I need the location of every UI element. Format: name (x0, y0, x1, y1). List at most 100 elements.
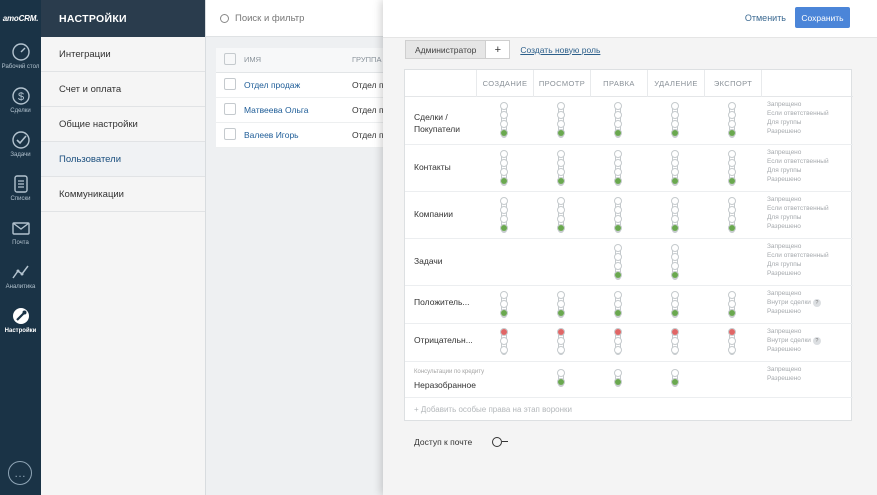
user-rights-panel: Отменить Сохранить Администратор + Созда… (383, 0, 877, 495)
legend-item: Запрещено (767, 149, 802, 156)
nav-item-deals[interactable]: $ Сделки (0, 81, 41, 125)
table-header: ИМЯ ГРУППА (216, 48, 406, 73)
row-checkbox[interactable] (224, 77, 236, 90)
nav-item-label: Сделки (10, 108, 31, 114)
nav-item-label: Списки (10, 196, 31, 202)
permission-slider[interactable] (557, 150, 565, 188)
nav-item-label: Рабочий стол (1, 64, 40, 70)
permission-slider[interactable] (671, 244, 679, 282)
user-name[interactable]: Валеев Игорь (242, 122, 350, 148)
nav-item-lists[interactable]: Списки (0, 169, 41, 213)
permission-slider[interactable] (500, 197, 508, 235)
permission-slider[interactable] (500, 328, 508, 357)
legend-item: Разрешено (767, 128, 801, 135)
permission-slider[interactable] (500, 291, 508, 320)
rights-matrix: СОЗДАНИЕ ПРОСМОТР ПРАВКА УДАЛЕНИЕ ЭКСПОР… (404, 69, 853, 421)
settings-menu: НАСТРОЙКИ Интеграции Счет и оплата Общие… (41, 0, 206, 495)
cancel-button[interactable]: Отменить (744, 13, 786, 23)
table-row[interactable]: Матвеева Ольга Отдел п (216, 97, 406, 123)
legend-item: Запрещено (767, 196, 802, 203)
legend-item: Для группы (767, 119, 802, 126)
row-legend: Запрещено Если ответственный Для группы Раз… (767, 100, 829, 136)
select-all-checkbox[interactable] (224, 52, 236, 65)
permission-slider[interactable] (614, 328, 622, 357)
row-label: Контакты (414, 162, 451, 172)
permission-slider[interactable] (614, 150, 622, 188)
permission-slider[interactable] (614, 102, 622, 140)
legend-item: Разрешено (767, 223, 801, 230)
user-name[interactable]: Матвеева Ольга (242, 97, 350, 123)
permission-slider[interactable] (671, 197, 679, 235)
list-icon (13, 175, 28, 193)
permission-slider[interactable] (728, 102, 736, 140)
permission-slider[interactable] (614, 197, 622, 235)
permission-slider[interactable] (671, 328, 679, 357)
mail-access: Доступ к почте (414, 437, 509, 447)
legend-item: Для группы (767, 261, 802, 268)
add-role-button[interactable]: + (486, 40, 511, 59)
row-checkbox[interactable] (224, 127, 236, 140)
save-button[interactable]: Сохранить (795, 7, 850, 28)
permission-slider[interactable] (728, 150, 736, 188)
permission-slider[interactable] (557, 102, 565, 140)
legend-item: Разрешено (767, 375, 801, 382)
permission-slider[interactable] (728, 328, 736, 357)
mail-access-toggle[interactable] (492, 437, 509, 447)
add-stage-rights-link[interactable]: + Добавить особые права на этап воронки (414, 405, 572, 414)
permission-slider[interactable] (728, 197, 736, 235)
column-create: СОЗДАНИЕ (476, 70, 533, 97)
table-row[interactable]: Валеев Игорь Отдел п (216, 122, 406, 148)
table-row[interactable]: Отдел продаж Отдел п (216, 72, 406, 98)
mail-access-label: Доступ к почте (414, 437, 473, 447)
users-table: ИМЯ ГРУППА Отдел продаж Отдел п Матвеева… (216, 48, 406, 148)
nav-item-mail[interactable]: Почта (0, 213, 41, 257)
user-name[interactable]: Отдел продаж (242, 72, 350, 98)
nav-item-settings[interactable]: Настройки (0, 301, 41, 345)
permission-slider[interactable] (728, 291, 736, 320)
permission-slider[interactable] (671, 150, 679, 188)
row-checkbox[interactable] (224, 102, 236, 115)
permission-slider[interactable] (557, 197, 565, 235)
column-header-name[interactable]: ИМЯ (242, 48, 350, 73)
checkmark-icon (11, 131, 30, 149)
legend-item: Если ответственный (767, 252, 829, 259)
nav-item-analytics[interactable]: Аналитика (0, 257, 41, 301)
menu-item-users[interactable]: Пользователи (41, 142, 205, 177)
legend-item: Запрещено (767, 243, 802, 250)
permission-slider[interactable] (614, 244, 622, 282)
menu-item-general[interactable]: Общие настройки (41, 107, 205, 142)
permission-slider[interactable] (557, 328, 565, 357)
nav-item-dashboard[interactable]: Рабочий стол (0, 37, 41, 81)
row-label: Задачи (414, 256, 443, 266)
permission-slider[interactable] (671, 291, 679, 320)
matrix-row: Задачи Запрещено Если ответственный Для гру… (405, 239, 853, 286)
nav-item-tasks[interactable]: Задачи (0, 125, 41, 169)
matrix-row: Компании Запрещено Если ответственный Для г… (405, 192, 853, 239)
permission-slider[interactable] (500, 102, 508, 140)
permission-slider[interactable] (614, 291, 622, 320)
column-export: ЭКСПОРТ (704, 70, 761, 97)
search-placeholder: Поиск и фильтр (235, 12, 305, 24)
menu-item-integrations[interactable]: Интеграции (41, 37, 205, 72)
permission-slider[interactable] (557, 291, 565, 320)
permission-slider[interactable] (614, 369, 622, 389)
nav-item-label: Почта (12, 240, 29, 246)
search-input[interactable]: Поиск и фильтр (206, 0, 406, 37)
permission-slider[interactable] (557, 369, 565, 389)
menu-item-billing[interactable]: Счет и оплата (41, 72, 205, 107)
nav-item-label: Настройки (4, 328, 37, 334)
permission-slider[interactable] (500, 150, 508, 188)
help-icon[interactable]: ? (812, 299, 821, 307)
permission-slider[interactable] (671, 102, 679, 140)
help-icon[interactable]: ? (812, 337, 821, 345)
legend-item: Если ответственный (767, 205, 829, 212)
legend-item: Запрещено (767, 290, 802, 297)
new-role-link[interactable]: Создать новую роль (520, 44, 601, 55)
permission-slider[interactable] (671, 369, 679, 389)
chat-icon[interactable]: … (8, 461, 32, 485)
search-icon (220, 13, 229, 23)
column-edit: ПРАВКА (590, 70, 647, 97)
menu-item-communications[interactable]: Коммуникации (41, 177, 205, 212)
role-tab-admin[interactable]: Администратор (405, 40, 487, 59)
